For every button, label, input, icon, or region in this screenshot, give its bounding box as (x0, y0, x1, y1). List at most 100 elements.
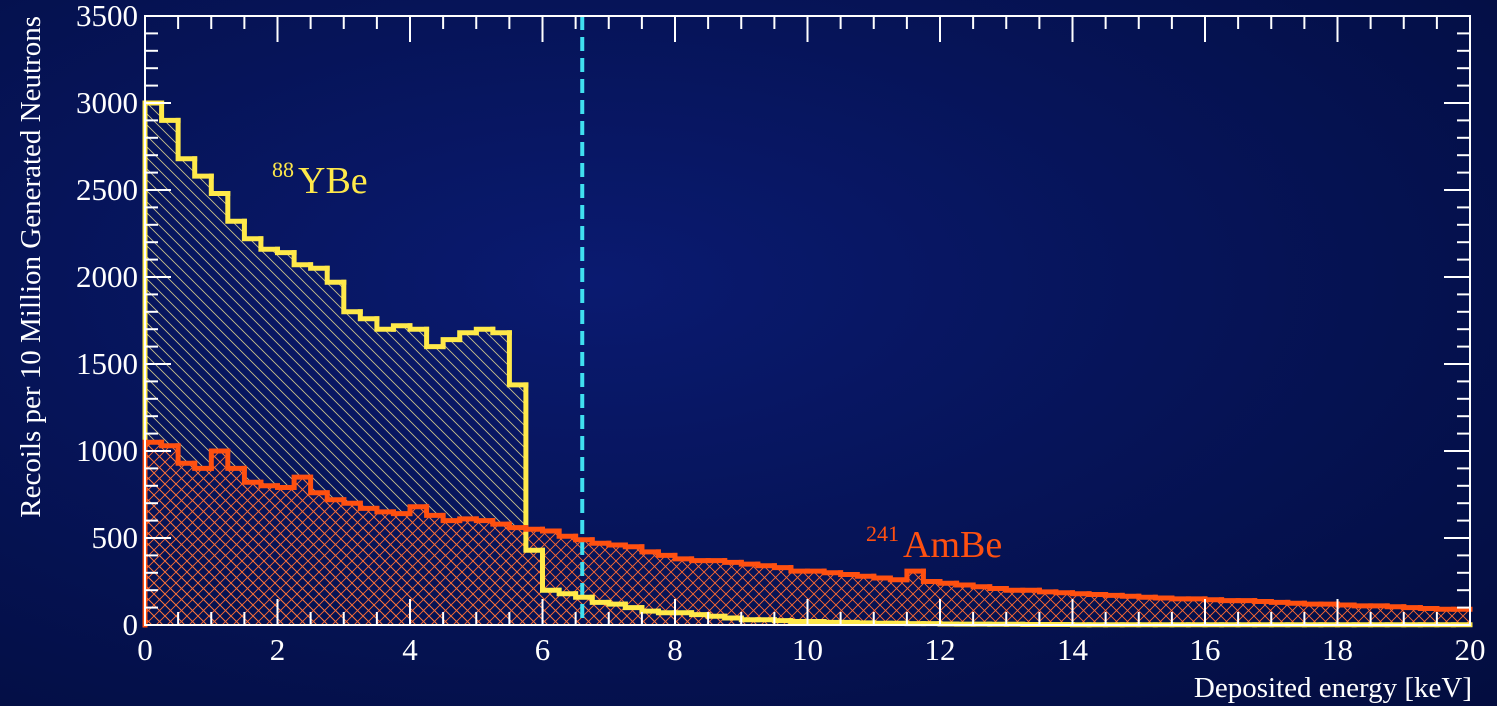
y-axis-title: Recoils per 10 Million Generated Neutron… (15, 16, 47, 518)
series-0-bin-26 (573, 591, 595, 600)
x-tick-label: 14 (1057, 632, 1089, 667)
series-1-bin-49 (954, 580, 976, 588)
series-1-bin-76 (1401, 604, 1423, 611)
series-0-bin-9 (291, 250, 314, 268)
series-1-bin-18 (440, 512, 463, 524)
series-1-bin-46 (904, 568, 926, 583)
series-label-ambe: 241 AmBe (866, 521, 1002, 566)
series-1-bin-43 (854, 572, 877, 579)
series-1-bin-62 (1169, 595, 1191, 602)
series-1-bin-39 (788, 565, 810, 574)
series-0-bin-18 (440, 337, 463, 350)
series-0-bin-7 (258, 236, 280, 252)
series-1-bin-45 (887, 575, 910, 583)
series-1-bin-61 (1152, 594, 1175, 601)
series-1-bin-1 (159, 439, 181, 449)
series-0-bin-4 (208, 173, 231, 196)
series-1-bin-38 (771, 563, 794, 571)
series-0-bin-1 (159, 100, 181, 123)
series-1-bin-6 (241, 465, 264, 485)
series-1-bin-15 (390, 509, 413, 517)
x-tick-label: 20 (1455, 632, 1486, 667)
series-0-bin-41 (821, 619, 844, 625)
series-1-bin-29 (622, 542, 645, 550)
series-0-bin-33 (689, 610, 711, 618)
y-tick-label: 2000 (76, 259, 138, 294)
series-1-bin-67 (1252, 598, 1274, 604)
series-0-bin-39 (788, 618, 810, 624)
series-1-bin-7 (258, 479, 280, 489)
series-1-bin-52 (1003, 586, 1026, 593)
series-1-bin-51 (987, 584, 1009, 591)
series-1-bin-78 (1434, 606, 1456, 612)
series-0-bin-29 (622, 601, 645, 611)
series-1-bin-3 (192, 460, 214, 471)
series-1-bin-44 (871, 573, 893, 581)
x-tick-label: 12 (925, 632, 956, 667)
series-1-bin-48 (937, 579, 960, 586)
series-0-bin-17 (424, 326, 446, 350)
y-tick-label: 0 (123, 607, 139, 642)
y-tick-label: 500 (92, 520, 139, 555)
series-0-bin-28 (606, 599, 628, 607)
series-1-bin-24 (540, 526, 562, 534)
series-1-bin-23 (523, 525, 545, 532)
x-tick-label: 16 (1190, 632, 1221, 667)
series-1-bin-41 (821, 568, 844, 576)
series-label-ybe: 88 YBe (272, 157, 368, 202)
series-1-bin-77 (1417, 605, 1440, 611)
series-0-bin-19 (457, 330, 479, 343)
series-0-bin-22 (506, 330, 529, 388)
series-1-bin-8 (275, 483, 297, 490)
x-axis-title: Deposited energy [keV] (1194, 672, 1472, 704)
series-1-bin-54 (1036, 587, 1059, 595)
series-1-bin-36 (738, 559, 761, 567)
series-1-bin-4 (208, 448, 231, 471)
series-1-bin-27 (589, 537, 612, 546)
x-tick-label: 2 (270, 632, 286, 667)
series-1-bin-59 (1119, 592, 1142, 599)
series-0-bin-31 (655, 608, 678, 616)
series-1-bin-56 (1070, 590, 1092, 597)
series-1-bin-35 (722, 558, 744, 565)
series-0-bin-13 (357, 309, 380, 322)
series-0-bin-2 (175, 117, 198, 162)
series-0-bin-8 (275, 246, 297, 256)
series-0-bin-14 (374, 316, 396, 332)
series-1-bin-25 (556, 528, 579, 539)
series-1-bin-33 (689, 556, 711, 564)
series-1-bin-69 (1285, 599, 1307, 606)
series-0-bin-20 (473, 326, 496, 336)
series-0-bin-27 (589, 594, 612, 605)
series-label-ambe-sup: 241 (866, 521, 899, 546)
series-0-bin-43 (854, 619, 877, 626)
series-1-bin-19 (457, 516, 479, 524)
series-1-bin-58 (1103, 592, 1125, 598)
series-1-bin-73 (1351, 602, 1374, 609)
series-0-bin-25 (556, 587, 579, 597)
y-tick-label: 3500 (76, 0, 138, 33)
series-1-bin-26 (573, 533, 595, 543)
tick-labels-layer: 0 2 4 6 8 10 12 14 16 18 20 0 500 1000 1500 2000 2500 300… (76, 0, 1486, 667)
series-1-bin-70 (1301, 600, 1324, 607)
y-tick-label: 1500 (76, 346, 138, 381)
series-1-bin-20 (473, 516, 496, 524)
series-0-bin-23 (523, 382, 545, 553)
series-1-bin-55 (1053, 589, 1075, 596)
series-1-bin-5 (225, 448, 247, 471)
series-0-bin-11 (324, 265, 347, 285)
series-1-bin-17 (424, 504, 446, 518)
series-1-bin-50 (970, 582, 993, 590)
series-label-ybe-sup: 88 (272, 157, 294, 182)
series-0-bin-10 (308, 262, 330, 271)
x-tick-label: 18 (1322, 632, 1353, 667)
series-label-ambe-main: AmBe (903, 524, 1002, 566)
series-0-bin-35 (722, 613, 744, 621)
fills-layer (145, 103, 1470, 625)
series-1-bin-75 (1384, 603, 1407, 610)
series-0-bin-5 (225, 191, 247, 224)
x-tick-label: 8 (667, 632, 683, 667)
series-1-bin-68 (1268, 599, 1291, 605)
series-1-bin-2 (175, 443, 198, 466)
